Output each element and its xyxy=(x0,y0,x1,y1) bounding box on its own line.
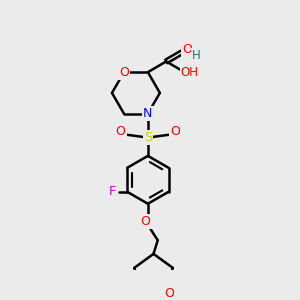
Text: O: O xyxy=(119,66,129,79)
Text: O: O xyxy=(164,287,174,300)
Text: F: F xyxy=(109,185,116,198)
Text: O: O xyxy=(170,125,180,138)
Text: O: O xyxy=(141,215,151,228)
Text: O: O xyxy=(182,43,192,56)
Text: OH: OH xyxy=(181,66,199,79)
Text: S: S xyxy=(144,131,152,144)
Text: N: N xyxy=(143,107,153,120)
Text: H: H xyxy=(192,49,201,62)
Text: O: O xyxy=(116,125,125,138)
